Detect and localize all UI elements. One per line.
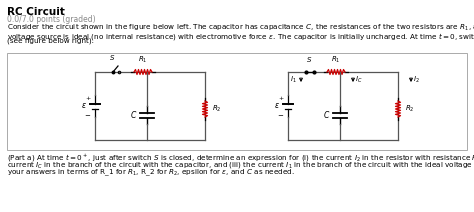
Text: $R_2$: $R_2$ — [212, 104, 221, 114]
Text: (Part a) At time $t = 0^+$, just after switch $S$ is closed, determine an expres: (Part a) At time $t = 0^+$, just after s… — [7, 153, 474, 164]
Text: $R_1$: $R_1$ — [331, 55, 341, 65]
Text: your answers in terms of R_1 for $R_1$, R_2 for $R_2$, epsilon for $\varepsilon$: your answers in terms of R_1 for $R_1$, … — [7, 168, 295, 179]
Text: $I_1$: $I_1$ — [290, 75, 297, 85]
Text: voltage source is ideal (no internal resistance) with electromotive force $\vare: voltage source is ideal (no internal res… — [7, 31, 474, 42]
Text: $\varepsilon$: $\varepsilon$ — [81, 102, 87, 110]
Text: +: + — [278, 96, 283, 102]
Text: Consider the circuit shown in the figure below left. The capacitor has capacitan: Consider the circuit shown in the figure… — [7, 23, 474, 33]
Text: RC Circuit: RC Circuit — [7, 7, 65, 17]
Text: $I_C$: $I_C$ — [355, 75, 363, 85]
Text: current $I_C$ in the branch of the circuit with the capacitor, and (iii) the cur: current $I_C$ in the branch of the circu… — [7, 160, 474, 170]
Text: $C$: $C$ — [323, 110, 331, 120]
Text: $S$: $S$ — [306, 55, 312, 64]
Text: $C$: $C$ — [130, 110, 137, 120]
Text: $R_1$: $R_1$ — [138, 55, 148, 65]
Text: $I_2$: $I_2$ — [413, 75, 419, 85]
Text: $\varepsilon$: $\varepsilon$ — [274, 102, 280, 110]
Text: (see figure below right).: (see figure below right). — [7, 38, 94, 45]
Text: $-$: $-$ — [84, 110, 91, 117]
Text: +: + — [85, 96, 91, 102]
Bar — [7, 53, 467, 150]
Text: 0.0/7.0 points (graded): 0.0/7.0 points (graded) — [7, 15, 96, 24]
Text: $R_2$: $R_2$ — [405, 104, 414, 114]
Text: $S$: $S$ — [109, 53, 115, 62]
Text: $-$: $-$ — [277, 110, 284, 117]
